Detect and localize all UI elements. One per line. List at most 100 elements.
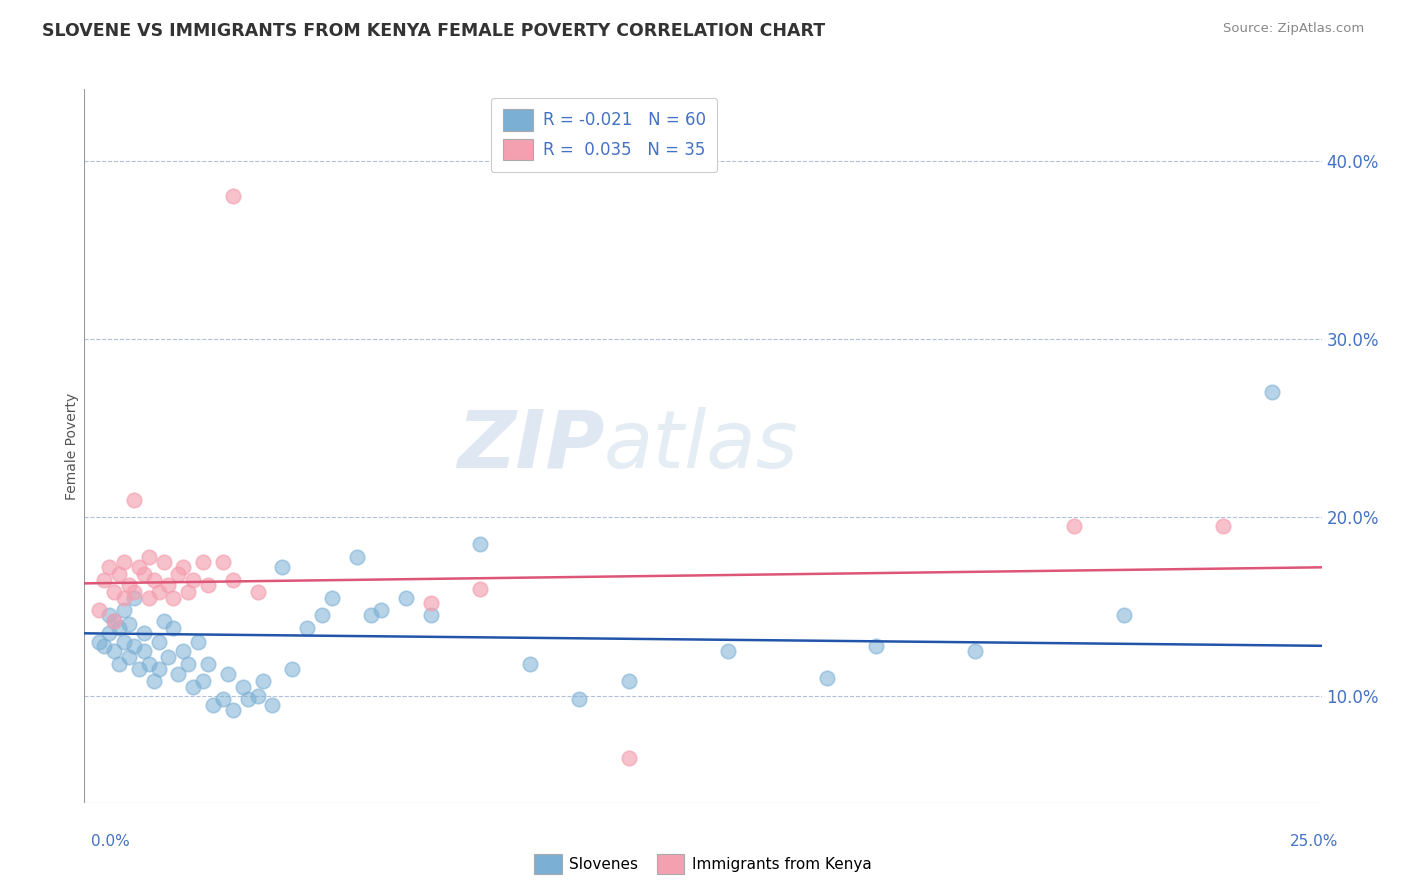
Point [103,585,125,599]
Point [1112,608,1135,623]
Point [122,492,145,507]
Point [122,639,145,653]
Point [112,603,135,617]
Point [346,549,368,564]
Point [1261,385,1284,400]
Point [177,585,200,599]
Text: Source: ZipAtlas.com: Source: ZipAtlas.com [1223,22,1364,36]
Point [128,560,150,574]
Text: SLOVENE VS IMMIGRANTS FROM KENYA FEMALE POVERTY CORRELATION CHART: SLOVENE VS IMMIGRANTS FROM KENYA FEMALE … [42,22,825,40]
Point [122,591,145,605]
Point [148,585,170,599]
Point [212,692,235,706]
Point [246,689,269,703]
Point [162,621,184,635]
Point [360,608,382,623]
Point [246,585,269,599]
Point [1212,519,1234,533]
Point [617,674,640,689]
Point [181,680,204,694]
Point [98,560,121,574]
Point [181,573,204,587]
Point [112,635,135,649]
Point [138,657,160,671]
Point [295,621,318,635]
Point [197,578,219,592]
Point [172,560,194,574]
Point [98,626,121,640]
Point [118,578,141,592]
Point [172,644,194,658]
Point [177,657,200,671]
Point [252,674,274,689]
Point [419,608,441,623]
Point [519,657,541,671]
Point [197,657,219,671]
Point [1063,519,1085,533]
Point [281,662,304,676]
Point [191,674,214,689]
Point [271,560,294,574]
Point [965,644,987,658]
Point [93,639,115,653]
Point [89,603,111,617]
Point [717,644,740,658]
Text: ZIP: ZIP [457,407,605,485]
Point [152,555,174,569]
Point [132,644,155,658]
Text: 25.0%: 25.0% [1291,834,1339,849]
Point [187,635,209,649]
Point [142,573,165,587]
Point [108,657,131,671]
Point [118,617,141,632]
Point [370,603,392,617]
Point [112,591,135,605]
Point [222,573,245,587]
Point [98,608,121,623]
Point [191,555,214,569]
Point [617,751,640,765]
Point [568,692,591,706]
Point [815,671,838,685]
Point [167,667,190,681]
Point [103,614,125,628]
Point [108,567,131,582]
Point [222,189,245,203]
Point [212,555,235,569]
Point [142,674,165,689]
Point [311,608,333,623]
Point [167,567,190,582]
Point [262,698,284,712]
Point [865,639,887,653]
Point [103,644,125,658]
Legend: Slovenes, Immigrants from Kenya: Slovenes, Immigrants from Kenya [529,848,877,880]
Point [93,573,115,587]
Legend: R = -0.021   N = 60, R =  0.035   N = 35: R = -0.021 N = 60, R = 0.035 N = 35 [491,97,717,172]
Point [395,591,418,605]
Text: atlas: atlas [605,407,799,485]
Point [236,692,259,706]
Point [217,667,239,681]
Point [118,649,141,664]
Point [138,591,160,605]
Y-axis label: Female Poverty: Female Poverty [65,392,79,500]
Point [470,582,492,596]
Point [108,621,131,635]
Point [321,591,343,605]
Point [157,578,180,592]
Point [103,614,125,628]
Point [148,662,170,676]
Point [112,555,135,569]
Point [122,585,145,599]
Point [132,626,155,640]
Point [162,591,184,605]
Point [128,662,150,676]
Point [157,649,180,664]
Point [222,703,245,717]
Point [89,635,111,649]
Point [202,698,225,712]
Point [148,635,170,649]
Point [132,567,155,582]
Point [470,537,492,551]
Text: 0.0%: 0.0% [91,834,131,849]
